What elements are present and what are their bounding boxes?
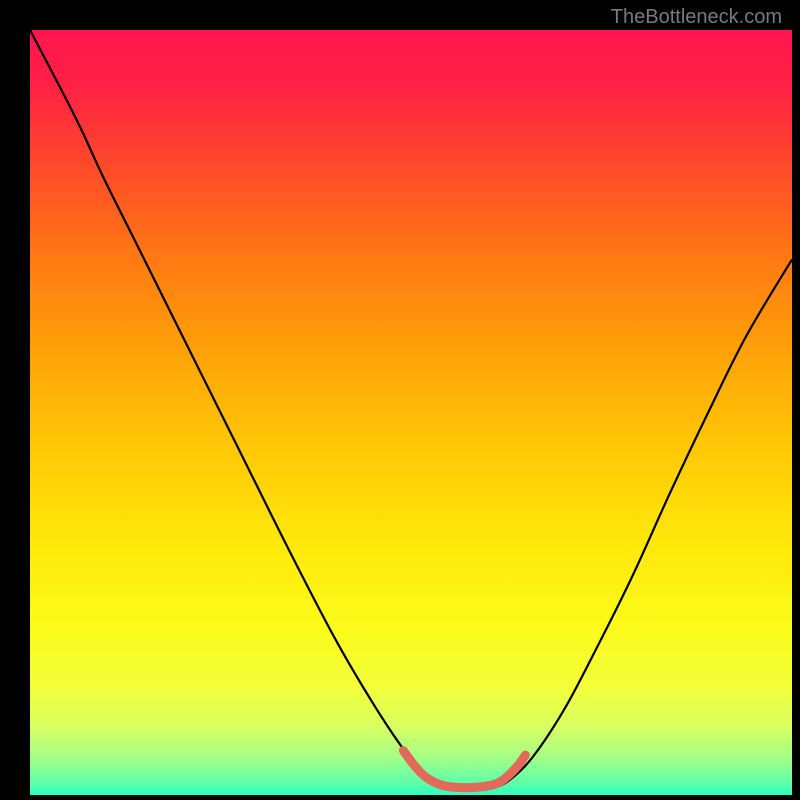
watermark-text: TheBottleneck.com — [611, 6, 782, 29]
gradient-background — [30, 30, 792, 795]
bottleneck-chart — [30, 30, 792, 795]
chart-svg — [30, 30, 792, 795]
